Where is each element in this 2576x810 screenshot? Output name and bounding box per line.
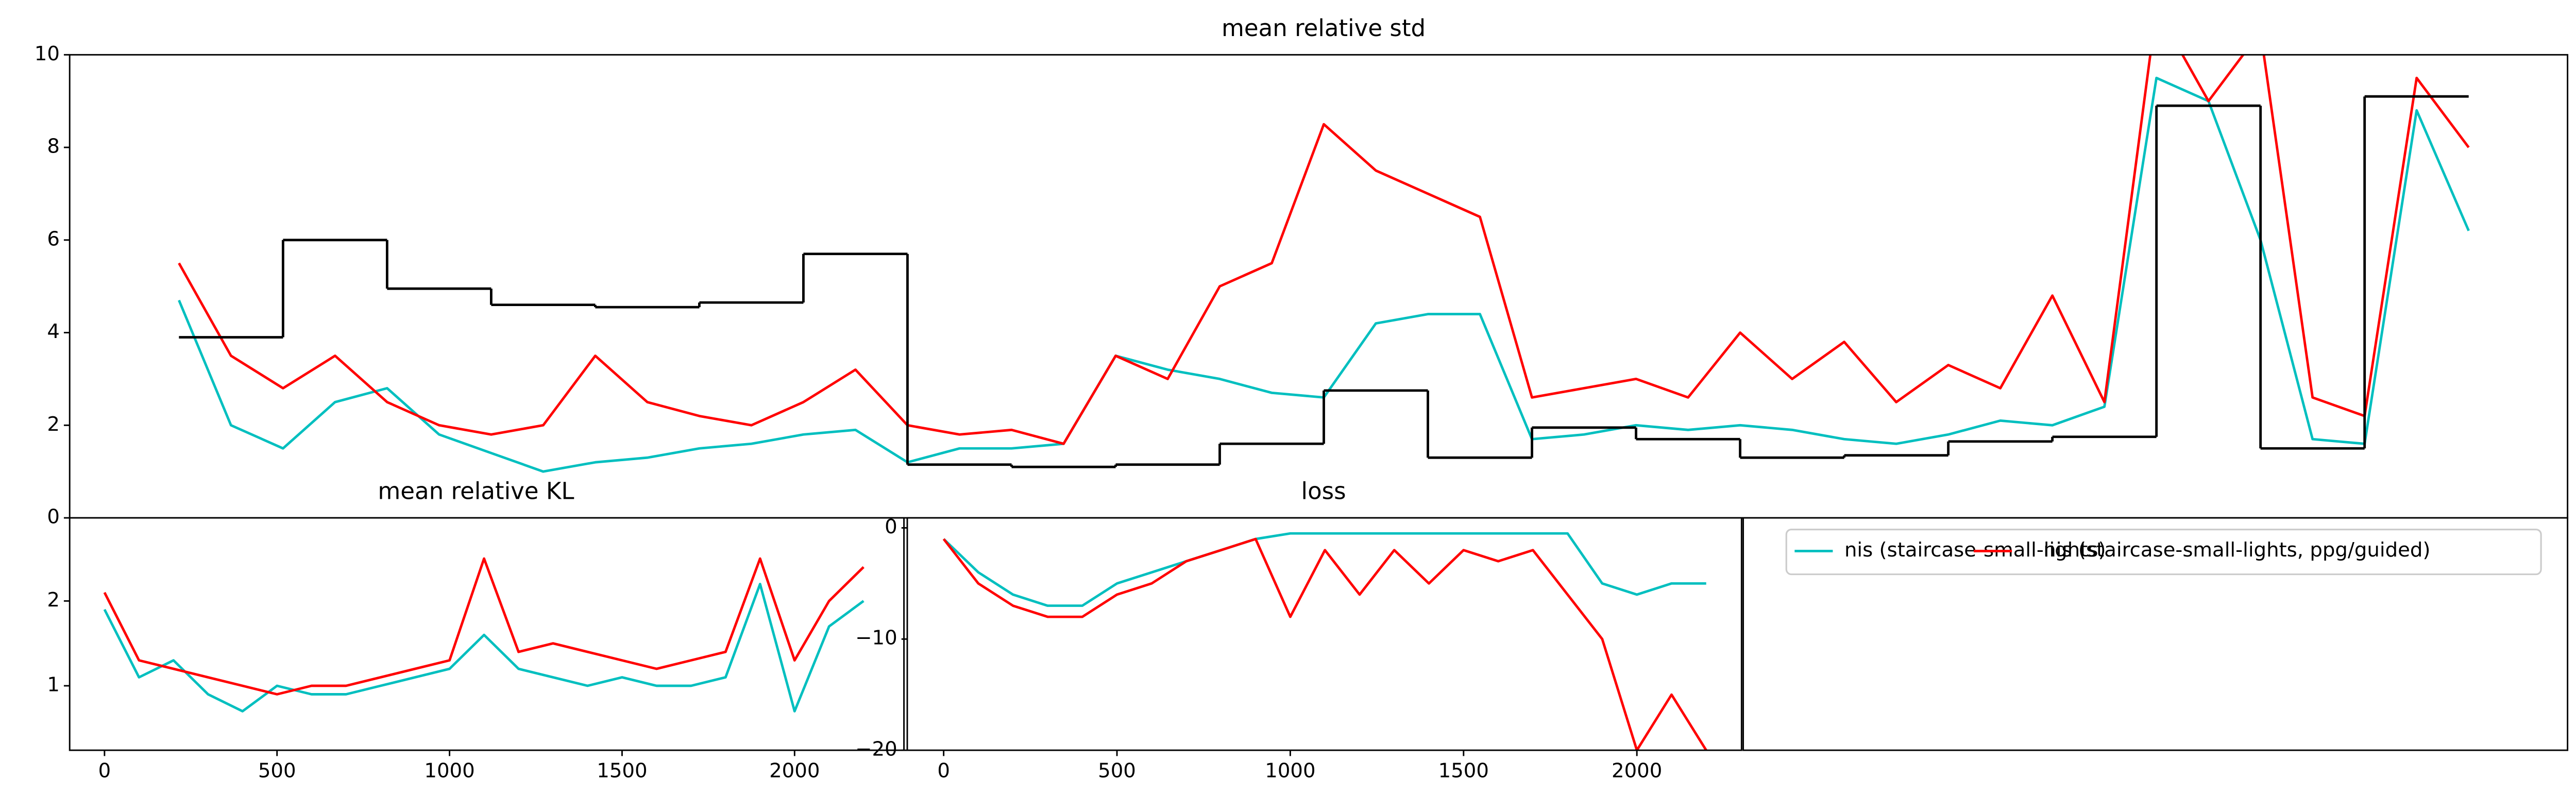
series-line (942, 532, 1706, 607)
axes-frame (69, 54, 2569, 519)
y-tick-label: 0 (47, 505, 60, 529)
x-tick-label: 2000 (1612, 759, 1662, 782)
y-tick-label: 2 (47, 588, 60, 612)
y-tick-label: −20 (855, 738, 897, 761)
legend-label: nis (staircase-small-lights, ppg/guided) (2043, 538, 2430, 562)
x-tick-label: 1500 (597, 759, 647, 782)
x-tick-label: 1500 (1438, 759, 1489, 782)
y-tick-label: 6 (47, 227, 60, 250)
y-tick-label: 0 (885, 515, 897, 538)
x-tick-label: 500 (258, 759, 296, 782)
axes-frame (69, 517, 905, 751)
series-line (942, 537, 1707, 751)
x-tick-label: 1000 (424, 759, 474, 782)
series-line (103, 583, 865, 713)
x-tick-label: 1000 (1265, 759, 1315, 782)
plot-area (103, 557, 865, 713)
x-tick-label: 0 (98, 759, 111, 782)
chart-title: mean relative std (1222, 14, 1426, 42)
chart-title: mean relative KL (378, 478, 574, 505)
y-tick-label: 10 (35, 42, 60, 65)
x-tick-label: 2000 (769, 759, 820, 782)
series-line (103, 557, 865, 696)
x-tick-label: 0 (937, 759, 950, 782)
chart-title: loss (1301, 478, 1346, 505)
y-tick-label: 2 (47, 413, 60, 436)
plot-area (942, 532, 1707, 751)
y-tick-label: 8 (47, 135, 60, 158)
y-tick-label: −10 (855, 627, 897, 650)
plot-area (178, 55, 2470, 473)
series-line (178, 55, 2470, 445)
axes-frame (906, 517, 1742, 751)
y-tick-label: 4 (47, 320, 60, 343)
x-tick-label: 500 (1098, 759, 1136, 782)
y-tick-label: 1 (47, 673, 60, 696)
legend-box (1785, 528, 2542, 576)
